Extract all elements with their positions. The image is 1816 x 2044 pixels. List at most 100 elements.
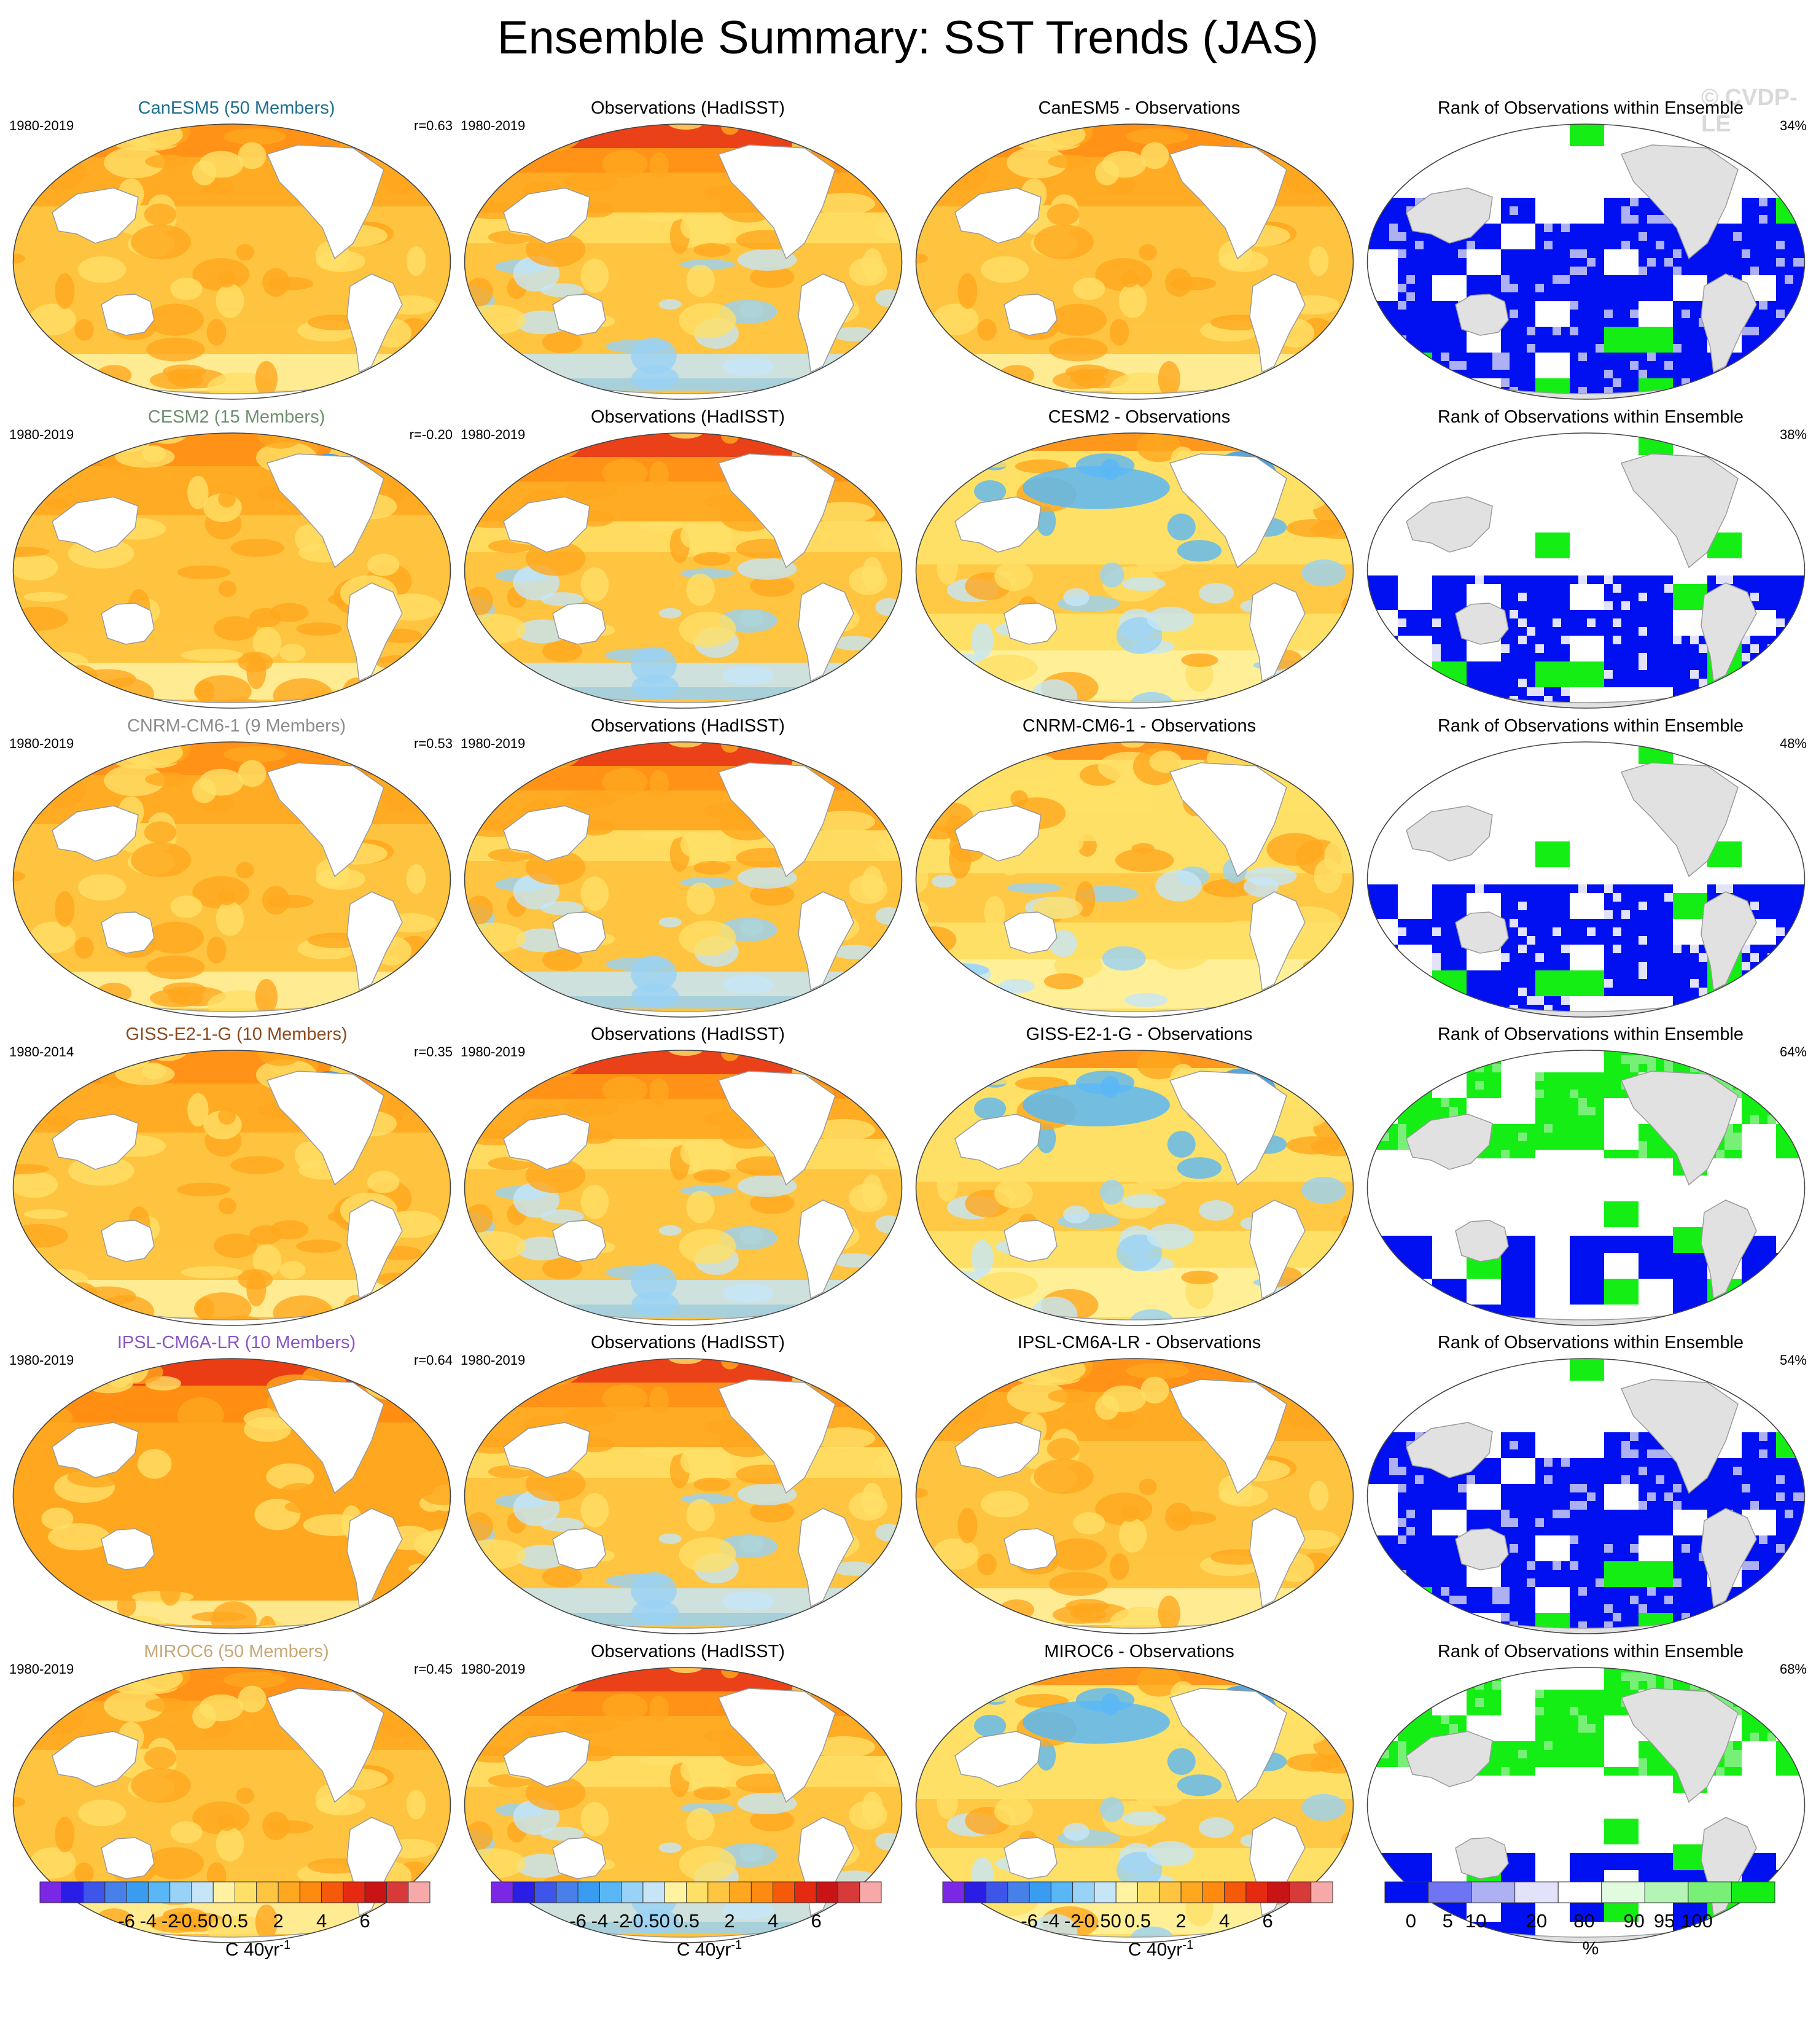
colorbar-swatch — [1137, 1881, 1160, 1903]
panel-title: MIROC6 (50 Members) — [144, 1642, 329, 1661]
colorbar-swatch — [1267, 1881, 1290, 1903]
colorbar-unit-exponent: -1 — [731, 1938, 742, 1952]
panel-title: CNRM-CM6-1 - Observations — [1022, 716, 1257, 736]
colorbar-swatch — [147, 1881, 171, 1903]
colorbar-unit: C 40yr-1 — [1128, 1938, 1194, 1960]
colorbar-swatch — [729, 1881, 752, 1903]
colorbar-swatch — [491, 1881, 513, 1903]
colorbar-swatch — [1029, 1881, 1051, 1903]
panel-title: Rank of Observations within Ensemble — [1437, 1333, 1744, 1352]
colorbar-swatch — [1094, 1881, 1116, 1903]
colorbar-model: -6 -4 -2 -0.5 0 0.5 2 4 6 C 40yr-1 — [31, 1881, 485, 1960]
panel-title: IPSL-CM6A-LR - Observations — [1017, 1333, 1261, 1352]
rank-percent-label: 38% — [1779, 427, 1807, 442]
colorbar-swatch — [599, 1881, 622, 1903]
trend-map — [915, 741, 1354, 1018]
colorbar-tick-label: 0.5 — [672, 1910, 700, 1932]
colorbar-swatch — [1644, 1881, 1689, 1903]
watermark: © CVDP-LE — [1701, 85, 1798, 137]
colorbar-unit: C 40yr-1 — [676, 1938, 742, 1960]
colorbar-swatch — [61, 1881, 84, 1903]
colorbar-swatch — [556, 1881, 579, 1903]
colorbar-tick-label: 80 — [1573, 1910, 1595, 1932]
panel-rank-row4: Rank of Observations within Ensemble 64% — [1363, 1024, 1816, 1332]
colorbar-tick-label: 10 — [1465, 1910, 1487, 1932]
colorbar-swatch — [386, 1881, 409, 1903]
pattern-correlation-label: r=0.45 — [414, 1661, 453, 1677]
period-label: 1980-2014 — [9, 1044, 74, 1059]
colorbar-swatch — [235, 1881, 257, 1903]
trend-map — [464, 432, 903, 709]
colorbar-tick-label: -4 — [139, 1910, 157, 1932]
figure-title: Ensemble Summary: SST Trends (JAS) — [497, 12, 1319, 64]
rank-percent-label: 54% — [1779, 1352, 1807, 1368]
panel-title: Rank of Observations within Ensemble — [1437, 1024, 1744, 1044]
panel-rank-row3: Rank of Observations within Ensemble 48% — [1363, 716, 1816, 1023]
colorbar-tick-label: 2 — [273, 1910, 284, 1932]
colorbar-tick-label: 6 — [359, 1910, 370, 1932]
colorbar-tick-label: -6 — [118, 1910, 135, 1932]
panel-title: Rank of Observations within Ensemble — [1437, 1642, 1744, 1661]
trend-map — [915, 432, 1354, 709]
panel-obs-row5: Observations (HadISST) 1980-2019 — [461, 1333, 915, 1640]
colorbar-swatch — [126, 1881, 149, 1903]
colorbar-swatch — [642, 1881, 665, 1903]
colorbar-swatches — [1384, 1881, 1775, 1903]
colorbar-swatch — [773, 1881, 795, 1903]
panel-title: CanESM5 - Observations — [1038, 98, 1241, 118]
panel-title: IPSL-CM6A-LR (10 Members) — [117, 1333, 356, 1352]
pattern-correlation-label: r=0.64 — [414, 1352, 453, 1368]
colorbar-swatch — [512, 1881, 536, 1903]
colorbar-unit-exponent: -1 — [279, 1938, 291, 1952]
colorbar-swatch — [1311, 1881, 1333, 1903]
colorbar-swatch — [1245, 1881, 1268, 1903]
panel-diff-row1: CanESM5 - Observations — [912, 98, 1366, 405]
colorbar-swatch — [256, 1881, 279, 1903]
trend-map — [12, 123, 451, 400]
colorbar-tick-label: -0.5 — [1078, 1910, 1111, 1932]
panel-title: Observations (HadISST) — [591, 98, 785, 118]
colorbar-tick-label: 2 — [724, 1910, 735, 1932]
rank-map — [1366, 123, 1806, 400]
colorbar-swatch — [534, 1881, 557, 1903]
colorbar-swatch — [1688, 1881, 1732, 1903]
pattern-correlation-label: r=0.53 — [414, 736, 453, 751]
colorbar-swatch — [39, 1881, 62, 1903]
colorbar-tick-label: 95 — [1653, 1910, 1675, 1932]
colorbar-swatches — [491, 1881, 882, 1903]
rank-percent-label: 68% — [1779, 1661, 1807, 1677]
panel-rank-row1: Rank of Observations within Ensemble 34% — [1363, 98, 1816, 405]
colorbar-swatches — [39, 1881, 431, 1903]
colorbar-tick-label: 0 — [659, 1910, 670, 1932]
colorbar-swatch — [1224, 1881, 1247, 1903]
trend-map — [12, 1358, 451, 1634]
panel-rank-row2: Rank of Observations within Ensemble 38% — [1363, 407, 1816, 714]
colorbar-tick-label: 4 — [767, 1910, 779, 1932]
colorbar-swatch — [1115, 1881, 1139, 1903]
trend-map — [12, 1050, 451, 1326]
colorbar-swatch — [664, 1881, 687, 1903]
panel-obs-row4: Observations (HadISST) 1980-2019 — [461, 1024, 915, 1332]
colorbar-swatch — [816, 1881, 838, 1903]
colorbar-rank: 0 5 10 20 80 90 95 100% — [1382, 1881, 1816, 1960]
panel-diff-row5: IPSL-CM6A-LR - Observations — [912, 1333, 1366, 1640]
colorbar-swatch — [1159, 1881, 1182, 1903]
panel-title: Rank of Observations within Ensemble — [1437, 407, 1744, 427]
colorbar-tick-label: 0.5 — [1124, 1910, 1152, 1932]
trend-map — [464, 123, 903, 400]
colorbar-swatch — [621, 1881, 644, 1903]
rank-percent-label: 64% — [1779, 1044, 1807, 1059]
colorbar-swatch — [170, 1881, 192, 1903]
panel-title: CESM2 - Observations — [1048, 407, 1231, 427]
colorbar-tick-label: 0 — [1110, 1910, 1121, 1932]
period-label: 1980-2019 — [9, 1352, 74, 1368]
pattern-correlation-label: r=0.63 — [414, 118, 453, 133]
trend-map — [915, 123, 1354, 400]
panel-obs-row1: Observations (HadISST) 1980-2019 — [461, 98, 915, 405]
colorbar-obs: -6 -4 -2 -0.5 0 0.5 2 4 6 C 40yr-1 — [482, 1881, 937, 1960]
colorbar-swatch — [299, 1881, 322, 1903]
colorbar-tick-label: -2 — [1064, 1910, 1081, 1932]
colorbar-swatch — [964, 1881, 987, 1903]
colorbar-swatch — [1514, 1881, 1559, 1903]
colorbar-swatch — [191, 1881, 214, 1903]
